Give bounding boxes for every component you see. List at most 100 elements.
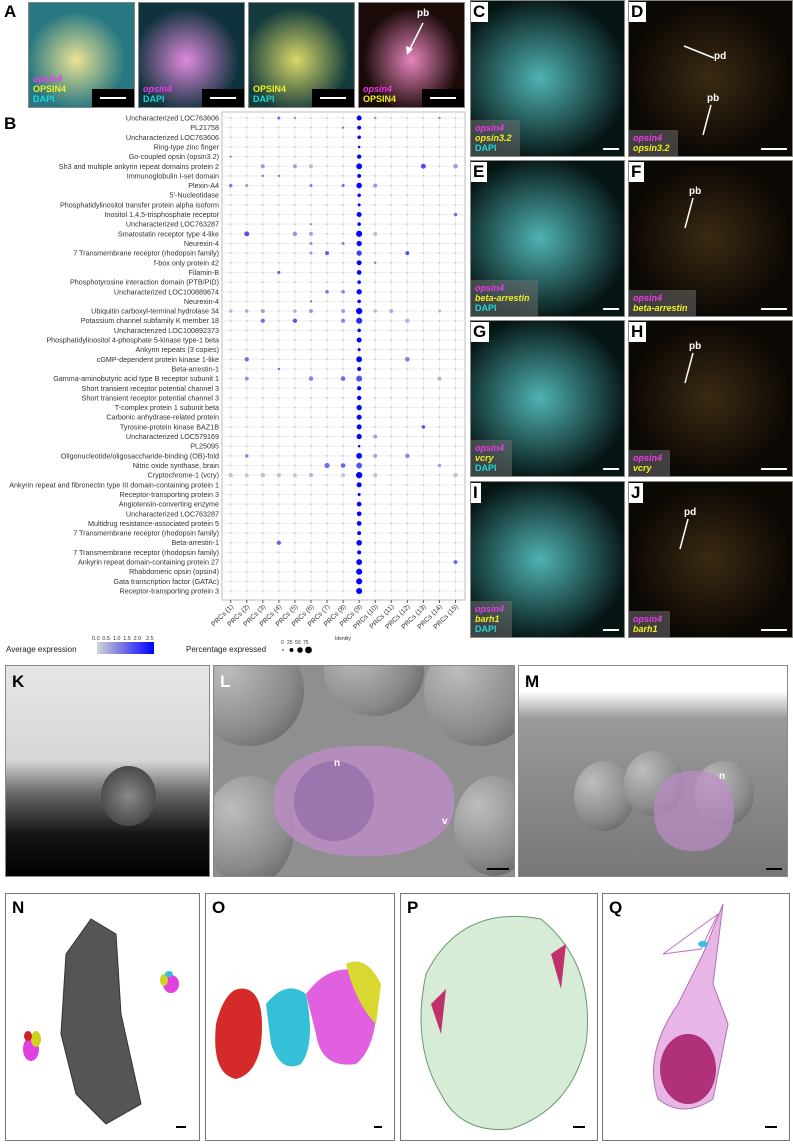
dot-mark: [454, 522, 457, 525]
dot-mark: [422, 397, 425, 399]
dot-mark: [390, 445, 393, 448]
dot-mark: [454, 184, 457, 187]
dot-mark: [342, 512, 344, 515]
channel-legend: opsin4 OPSIN4 DAPI: [29, 71, 74, 107]
dot-mark: [326, 406, 328, 409]
dot-mark: [326, 512, 328, 515]
dot-mark: [342, 358, 344, 361]
panel-label-d: D: [629, 2, 647, 22]
dot-mark: [277, 270, 281, 274]
dot-mark: [454, 397, 457, 399]
dot-mark: [229, 329, 232, 332]
dot-mark: [342, 117, 344, 119]
dot-mark: [342, 551, 344, 554]
dot-mark: [422, 570, 425, 573]
dot-mark: [438, 261, 441, 264]
channel-label: opsin4: [363, 84, 393, 94]
dot-mark: [374, 194, 377, 197]
dot-mark: [310, 464, 312, 467]
dot-mark: [406, 445, 409, 448]
dot-mark: [294, 126, 296, 129]
dot-mark: [245, 213, 248, 216]
dot-mark: [228, 473, 233, 478]
dot-mark: [357, 550, 362, 555]
gene-label: Neurexin-4: [184, 297, 219, 306]
dot-mark: [356, 578, 363, 585]
dot-mark: [342, 426, 344, 428]
dot-mark: [261, 223, 264, 226]
dot-mark: [229, 136, 232, 139]
dot-mark: [405, 251, 410, 256]
gene-label: Angiotensin-converting enzyme: [119, 500, 219, 509]
dot-mark: [422, 512, 425, 515]
dot-mark: [245, 397, 248, 399]
dot-mark: [277, 290, 280, 293]
dot-mark: [406, 522, 409, 525]
dot-mark: [245, 117, 248, 119]
dot-mark: [406, 310, 409, 312]
dot-mark: [277, 116, 281, 120]
size-tick-label: 75: [303, 640, 309, 646]
dot-mark: [342, 590, 344, 592]
annotation-pb: pb: [689, 186, 702, 197]
dot-mark: [357, 531, 362, 536]
dot-mark: [374, 532, 377, 534]
dot-mark: [374, 561, 377, 563]
dot-mark: [406, 232, 409, 235]
panel-label-n: N: [12, 898, 25, 917]
dot-mark: [374, 387, 377, 390]
dot-mark: [294, 223, 296, 226]
dot-mark: [229, 290, 232, 293]
dot-mark: [454, 126, 457, 129]
arrow-icon: [684, 352, 694, 384]
panel-l-image: n v L: [213, 665, 515, 877]
dot-mark: [406, 435, 409, 438]
gene-label: Inositol 1,4,5-trisphosphate receptor: [104, 210, 219, 219]
dot-mark: [308, 376, 314, 381]
dot-mark: [294, 242, 296, 245]
dot-mark: [277, 165, 280, 168]
dot-mark: [245, 387, 248, 390]
dot-mark: [356, 414, 362, 420]
dot-mark: [356, 240, 362, 247]
dot-mark: [374, 203, 377, 206]
dot-mark: [390, 232, 393, 235]
panel-a-image: opsin4 OPSIN4 DAPI: [28, 2, 135, 108]
gene-label: Multidrug resistance-associated protein …: [88, 519, 219, 528]
dot-mark: [326, 387, 328, 390]
dot-mark: [261, 290, 264, 293]
annotation-pd: pd: [684, 507, 697, 518]
panel-label-m: M: [525, 672, 540, 691]
channel-label: opsin4: [633, 293, 663, 303]
dot-mark: [326, 184, 328, 187]
gene-label: Cryptochrome-1 (vcry): [148, 471, 220, 480]
dot-mark: [374, 590, 377, 592]
annotation-n: n: [334, 758, 341, 769]
dot-mark: [294, 551, 296, 554]
panel-label-i: I: [471, 483, 481, 503]
panel-a-image: opsin4 DAPI: [138, 2, 245, 108]
dot-mark: [245, 435, 248, 438]
dot-mark: [373, 453, 378, 458]
dot-mark: [341, 309, 346, 314]
annotation-pb: pb: [417, 8, 430, 19]
dot-mark: [406, 512, 409, 515]
dot-mark: [438, 406, 441, 409]
panel-label-k: K: [12, 672, 25, 691]
dot-mark: [326, 551, 328, 554]
dot-mark: [422, 377, 425, 380]
dot-mark: [326, 261, 328, 264]
dot-mark: [229, 435, 232, 438]
dot-mark: [277, 213, 280, 216]
gene-label: 7 Transmembrane receptor (rhodopsin fami…: [73, 249, 219, 258]
dot-mark: [374, 146, 377, 148]
dot-mark: [294, 146, 296, 148]
dot-mark: [277, 426, 280, 428]
gene-label: Receptor-transporting protein 3: [120, 490, 219, 499]
dot-mark: [260, 309, 265, 314]
dot-mark: [245, 184, 249, 188]
dot-mark: [229, 387, 232, 390]
dot-mark: [406, 213, 409, 216]
dot-mark: [390, 155, 393, 158]
